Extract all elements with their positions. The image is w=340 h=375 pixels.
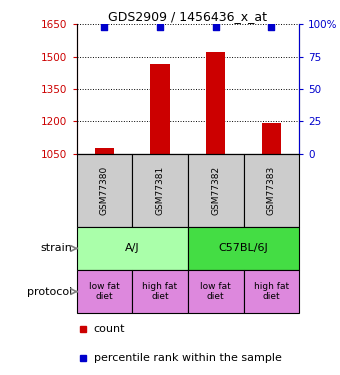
Bar — [132, 154, 188, 227]
Point — [213, 24, 218, 30]
Bar — [243, 154, 299, 227]
Point — [157, 24, 163, 30]
Bar — [76, 154, 132, 227]
Text: low fat
diet: low fat diet — [89, 282, 120, 301]
Text: C57BL/6J: C57BL/6J — [219, 243, 268, 254]
Bar — [188, 270, 243, 313]
Text: GSM77382: GSM77382 — [211, 166, 220, 215]
Text: GSM77380: GSM77380 — [100, 166, 109, 215]
Bar — [188, 227, 299, 270]
Bar — [76, 227, 188, 270]
Title: GDS2909 / 1456436_x_at: GDS2909 / 1456436_x_at — [108, 10, 267, 23]
Bar — [95, 148, 114, 154]
Text: high fat
diet: high fat diet — [142, 282, 177, 301]
Bar — [132, 270, 188, 313]
Bar — [150, 64, 170, 154]
Bar — [188, 154, 243, 227]
Bar — [261, 123, 281, 154]
Text: GSM77381: GSM77381 — [155, 166, 165, 215]
Point — [269, 24, 274, 30]
Point — [102, 24, 107, 30]
Text: A/J: A/J — [125, 243, 139, 254]
Text: percentile rank within the sample: percentile rank within the sample — [94, 354, 282, 363]
Text: high fat
diet: high fat diet — [254, 282, 289, 301]
Text: low fat
diet: low fat diet — [200, 282, 231, 301]
Bar — [76, 270, 132, 313]
Bar — [243, 270, 299, 313]
Text: protocol: protocol — [27, 286, 72, 297]
Bar — [206, 53, 225, 154]
Text: strain: strain — [40, 243, 72, 254]
Text: GSM77383: GSM77383 — [267, 166, 276, 215]
Text: count: count — [94, 324, 125, 334]
